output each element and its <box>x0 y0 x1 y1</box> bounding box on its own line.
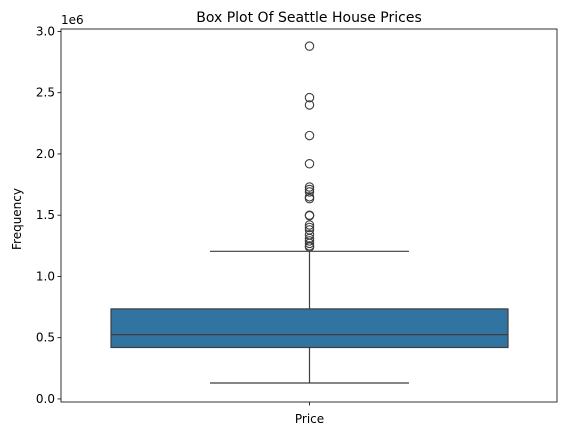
y-tick-label: 2.5 <box>36 86 55 100</box>
outlier-points <box>304 41 315 252</box>
outlier-point <box>304 236 315 246</box>
outlier-point <box>304 238 315 249</box>
outlier-point <box>304 193 315 204</box>
outlier-point <box>304 220 315 230</box>
outlier-point <box>304 41 315 51</box>
chart-title: Box Plot Of Seattle House Prices <box>196 10 422 26</box>
outlier-point <box>304 187 315 197</box>
box-series <box>110 250 509 384</box>
outlier-point <box>304 222 315 233</box>
outlier-point <box>304 242 315 252</box>
y-tick-label: 1.5 <box>36 208 55 222</box>
y-axis-offset-label: 1e6 <box>61 13 84 27</box>
y-tick-label: 1.0 <box>36 269 55 283</box>
x-axis-ticks: Price <box>295 402 324 426</box>
outlier-point <box>304 158 315 169</box>
y-tick-label: 3.0 <box>36 24 55 38</box>
y-axis-label: Frequency <box>10 188 24 250</box>
outlier-point <box>304 184 315 195</box>
outlier-point <box>304 211 315 221</box>
outlier-point <box>304 182 315 192</box>
outlier-point <box>304 92 315 103</box>
outlier-point <box>304 100 315 110</box>
y-tick-label: 0.5 <box>36 331 55 345</box>
y-tick-label: 0.0 <box>36 392 55 406</box>
x-tick-label: Price <box>295 412 324 426</box>
y-tick-label: 2.0 <box>36 147 55 161</box>
outlier-point <box>304 130 315 141</box>
iqr-box <box>110 308 509 349</box>
y-axis-ticks: 0.0 0.5 1.0 1.5 2.0 2.5 3.0 <box>36 24 61 406</box>
